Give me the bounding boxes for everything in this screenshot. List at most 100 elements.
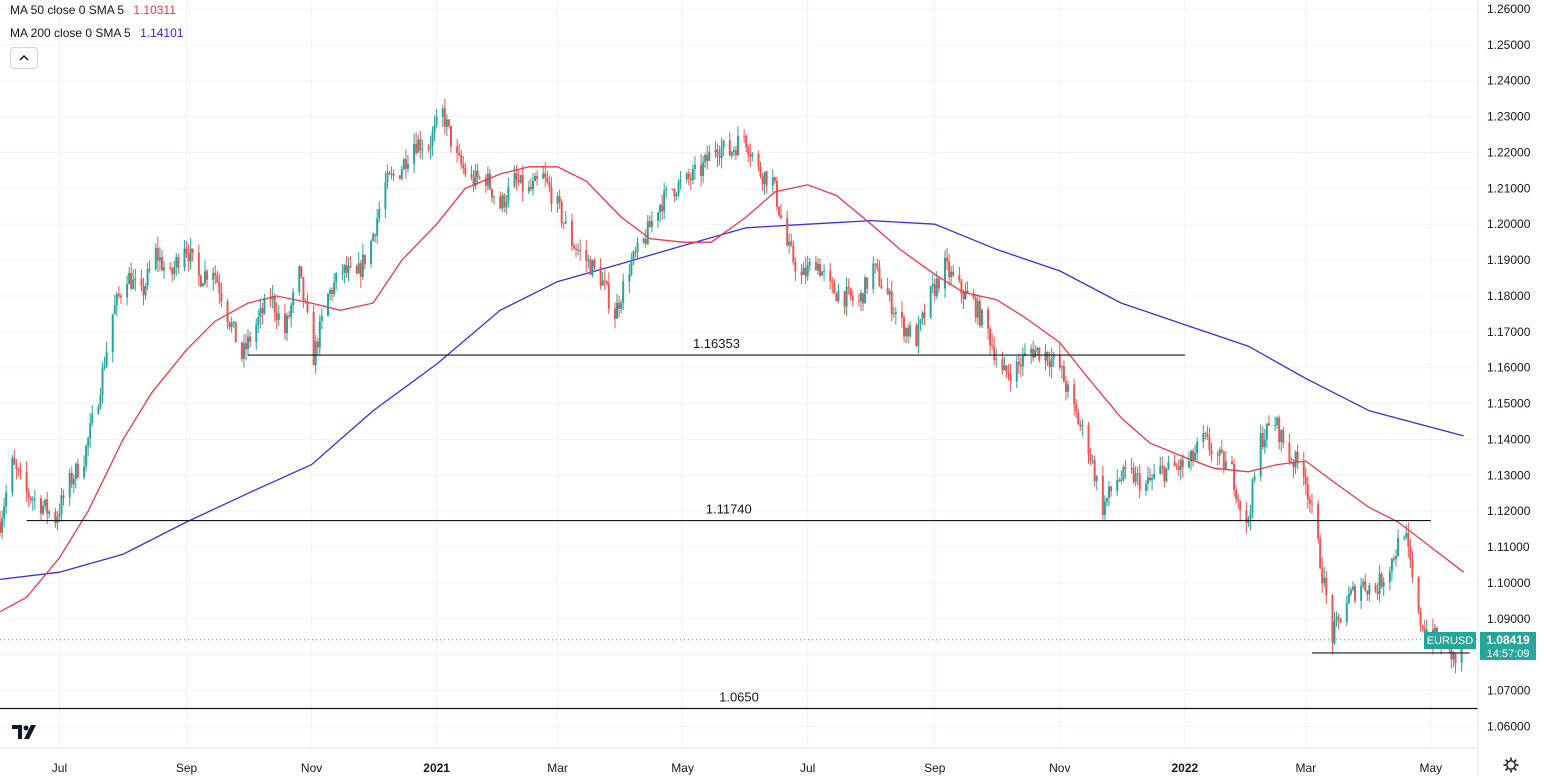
horizontal-levels[interactable]: 1.16353 1.11740 1.0650 [0,336,1478,710]
candle-body [1380,573,1383,587]
candle-body [58,513,61,517]
candle-body [458,152,461,155]
candle-body [1034,350,1037,358]
candle-body [1237,498,1240,501]
candle-body [76,463,79,478]
candle-body [1403,537,1406,539]
candle-body [19,470,22,472]
candle-body [579,249,582,251]
candle-body [593,260,596,267]
x-tick-label: Nov [301,761,322,775]
candle-body [591,260,594,275]
candle-body [220,293,223,302]
candle-body [1333,621,1336,644]
candle-body [1220,449,1223,452]
candle-body [363,254,366,265]
candle-body [974,298,977,318]
candle-body [1376,591,1379,594]
candle-body [300,266,303,278]
candle-body [564,220,567,224]
tradingview-logo-icon[interactable] [10,721,40,743]
candle-body [751,153,754,157]
candle-body [277,313,280,320]
candle-body [288,315,291,317]
candle-body [575,248,578,251]
candle-body [995,359,998,361]
candle-body [1060,366,1063,368]
candle-body [562,223,565,225]
candle-body [663,190,666,212]
candle-body [421,149,424,151]
candle-body [1194,453,1197,460]
candle-body [849,288,852,297]
candle-body [478,177,481,179]
candle-body [507,186,510,202]
candle-body [304,300,307,302]
candle-body [714,149,717,152]
candle-body [91,413,94,423]
candle-body [1120,479,1123,481]
candle-body [384,182,387,210]
candle-body [536,176,539,179]
candle-body [706,154,709,161]
candle-body [821,271,824,276]
candle-body [1110,486,1113,492]
candle-body [197,252,200,276]
candle-body [1105,498,1108,502]
candle-body [1208,436,1211,451]
candle-body [259,308,262,318]
gear-icon[interactable] [1503,757,1519,773]
candle-body [349,266,352,268]
candle-body [306,301,309,312]
candle-body [862,293,865,304]
x-tick-label: Jul [52,761,67,775]
candle-body [1368,585,1371,595]
candle-body [1323,577,1326,584]
candle-body [347,266,350,273]
candle-body [464,168,467,175]
x-tick-label: 2021 [423,761,450,775]
candle-body [1405,533,1408,538]
candle-body [1294,451,1297,467]
candle-body [1167,461,1170,469]
x-tick-label: May [671,761,694,775]
candle-body [929,286,932,318]
collapse-legend-button[interactable] [10,47,38,69]
candle-body [1339,618,1342,623]
candle-body [226,301,229,323]
candle-body [1253,476,1256,481]
candle-body [687,173,690,179]
candle-body [519,175,522,183]
candle-body [919,319,922,324]
y-tick-label: 1.14000 [1487,432,1531,446]
candle-body [1274,424,1277,426]
candle-body [728,140,731,156]
candle-body [0,521,1,533]
candle-body [736,135,739,156]
candle-body [691,168,694,181]
candle-body [189,248,192,262]
candle-body [720,147,723,158]
candle-body [1306,484,1309,500]
candle-body [605,281,608,284]
candle-body [829,270,832,282]
candle-body [823,270,826,272]
last-price-tag-bg [1480,632,1536,660]
candle-body [677,181,680,195]
candle-body [1218,449,1221,456]
candle-body [1454,653,1457,664]
legend-ma50[interactable]: MA 50 close 0 SMA 5 1.10311 [10,3,176,17]
candle-body [1360,585,1363,601]
legend-ma200[interactable]: MA 200 close 0 SMA 5 1.14101 [10,26,183,40]
candle-body [527,187,530,192]
candle-body [214,272,217,276]
candle-body [747,147,750,155]
candle-body [730,151,733,156]
x-tick-label: Sep [924,761,946,775]
y-tick-label: 1.12000 [1487,504,1531,518]
legend-ma50-value: 1.10311 [133,3,176,17]
candle-body [273,295,276,313]
x-tick-label: Mar [547,761,568,775]
candle-body [242,343,245,359]
